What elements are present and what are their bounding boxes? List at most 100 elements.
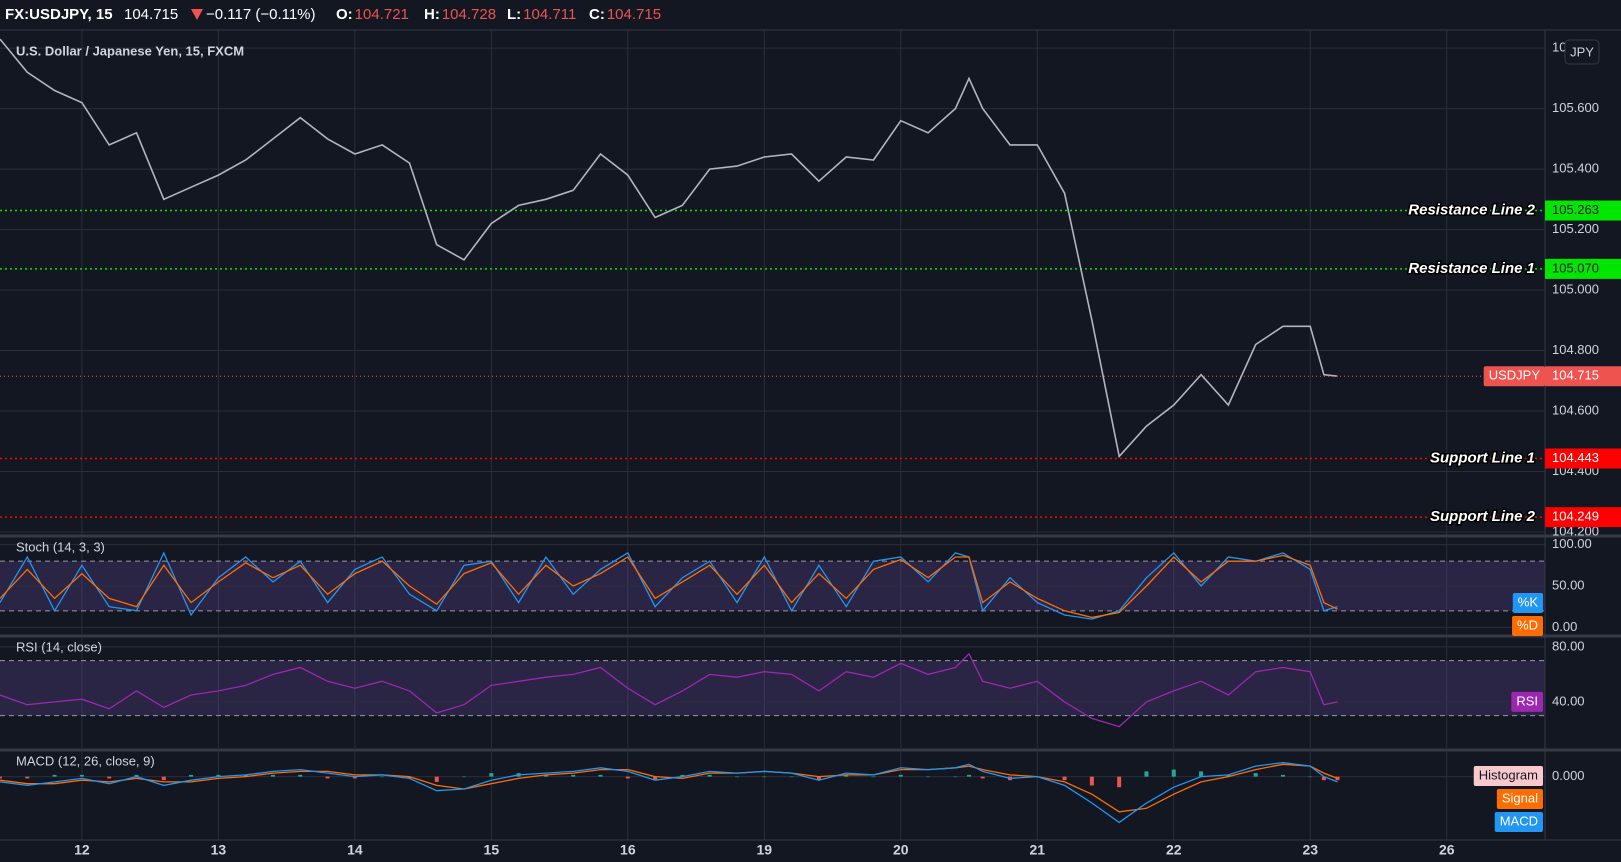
y-tick-label: 40.00 — [1552, 693, 1585, 708]
series-line — [0, 551, 1338, 620]
histogram-bar — [489, 773, 494, 777]
x-tick-label: 21 — [1029, 842, 1045, 858]
y-tick-label: 104.600 — [1552, 402, 1599, 417]
ohlc-value: 104.715 — [607, 6, 661, 23]
histogram-bar — [871, 776, 876, 778]
histogram-bar — [1335, 776, 1340, 781]
legend-tag-text: RSI — [1516, 693, 1538, 708]
legend-tag: Signal — [1496, 789, 1543, 809]
x-tick-label: 13 — [211, 842, 227, 858]
histogram-bar — [25, 776, 30, 779]
histogram-bar — [789, 776, 794, 778]
level-value: 104.443 — [1552, 450, 1599, 465]
legend-tag-box — [1496, 789, 1543, 809]
change: −0.117 (−0.11%) — [206, 6, 316, 23]
last-value-tag — [1545, 366, 1621, 387]
ohlc-label: H: — [424, 6, 440, 23]
legend-tag-text: %D — [1517, 617, 1538, 632]
x-tick-label: 12 — [74, 842, 90, 858]
histogram-bar — [380, 776, 385, 778]
x-tick-label: 22 — [1166, 842, 1182, 858]
ohlc-label: C: — [589, 6, 605, 23]
ohlc-value: 104.721 — [355, 6, 409, 23]
legend-tag: Histogram — [1473, 766, 1543, 786]
last-name-tag: USDJPY — [1483, 366, 1545, 387]
histogram-bar — [270, 774, 275, 777]
legend-tag: %D — [1512, 616, 1543, 636]
x-tick-label: 20 — [893, 842, 909, 858]
x-tick-label: 23 — [1302, 842, 1318, 858]
histogram-bar — [926, 776, 931, 778]
histogram-bar — [134, 774, 139, 777]
histogram-bar — [79, 774, 84, 777]
ohlc-value: 104.728 — [442, 6, 496, 23]
pane: RSI (14, close) — [0, 638, 1545, 750]
series-line — [0, 761, 1338, 824]
histogram-bar — [1280, 774, 1285, 777]
last-name-tag-box — [1483, 366, 1545, 387]
histogram-bar — [1089, 776, 1094, 786]
currency-button[interactable]: JPY — [1564, 39, 1600, 65]
level-value: 105.070 — [1552, 260, 1599, 275]
x-tick-label: 19 — [757, 842, 773, 858]
histogram-bar — [707, 774, 712, 777]
level-tag — [1545, 448, 1621, 469]
ohlc-label: O: — [336, 6, 353, 23]
last-name-tag-text: USDJPY — [1489, 368, 1541, 383]
band-fill — [0, 660, 1545, 716]
series-line — [0, 38, 1338, 459]
histogram-bar — [0, 776, 2, 779]
histogram-bar — [325, 776, 330, 779]
pane-title: MACD (12, 26, close, 9) — [16, 753, 155, 768]
histogram-bar — [1062, 776, 1067, 781]
histogram-bar — [1144, 771, 1149, 777]
y-tick-label: 100.00 — [1552, 536, 1592, 551]
histogram-bar — [844, 774, 849, 777]
y-tick-label: 105.000 — [1552, 281, 1599, 296]
currency-label[interactable]: JPY — [1570, 44, 1594, 59]
pane-title: Stoch (14, 3, 3) — [16, 539, 105, 554]
level-label: Support Line 1 — [1430, 449, 1535, 466]
histogram-bar — [571, 774, 576, 777]
legend-tag: RSI — [1511, 691, 1543, 712]
legend-tag-text: Signal — [1502, 790, 1538, 805]
histogram-bar — [161, 776, 166, 781]
histogram-bar — [898, 774, 903, 777]
y-tick-label: 104.800 — [1552, 342, 1599, 357]
legend-tag-box — [1494, 812, 1543, 832]
histogram-bar — [1226, 774, 1231, 777]
legend-tag: MACD — [1494, 812, 1543, 832]
x-tick-label: 15 — [484, 842, 500, 858]
legend-tag-box — [1512, 593, 1543, 613]
series-line — [0, 554, 1338, 619]
last-value: 104.715 — [1552, 368, 1599, 383]
y-tick-label: 105.600 — [1552, 100, 1599, 115]
histogram-bar — [1321, 776, 1326, 781]
histogram-bar — [434, 776, 439, 782]
histogram-bar — [1253, 773, 1258, 777]
y-tick-label: 105.200 — [1552, 221, 1599, 236]
histogram-bar — [462, 776, 467, 778]
last-price: 104.715 — [124, 6, 178, 23]
currency-button-box[interactable] — [1564, 39, 1600, 65]
histogram-bar — [189, 774, 194, 777]
legend-tag-text: MACD — [1500, 813, 1538, 828]
histogram-bar — [216, 774, 221, 777]
level-label: Resistance Line 1 — [1408, 260, 1535, 277]
y-tick-label: 0.000 — [1552, 768, 1585, 783]
level-value: 105.263 — [1552, 202, 1599, 217]
histogram-bar — [762, 776, 767, 778]
y-tick-label: 105.400 — [1552, 161, 1599, 176]
ohlc-label: L: — [507, 6, 521, 23]
symbol: FX:USDJPY, 15 — [5, 6, 113, 23]
header: FX:USDJPY, 15 104.715 −0.117 (−0.11%) O:… — [5, 6, 661, 23]
x-tick-label: 26 — [1439, 842, 1455, 858]
pane-title: RSI (14, close) — [16, 639, 102, 654]
histogram-bar — [967, 774, 972, 777]
level-tag — [1545, 507, 1621, 528]
histogram-bar — [1171, 769, 1176, 777]
pane-title: U.S. Dollar / Japanese Yen, 15, FXCM — [16, 43, 244, 58]
level-tag — [1545, 200, 1621, 221]
histogram-bar — [352, 776, 357, 779]
